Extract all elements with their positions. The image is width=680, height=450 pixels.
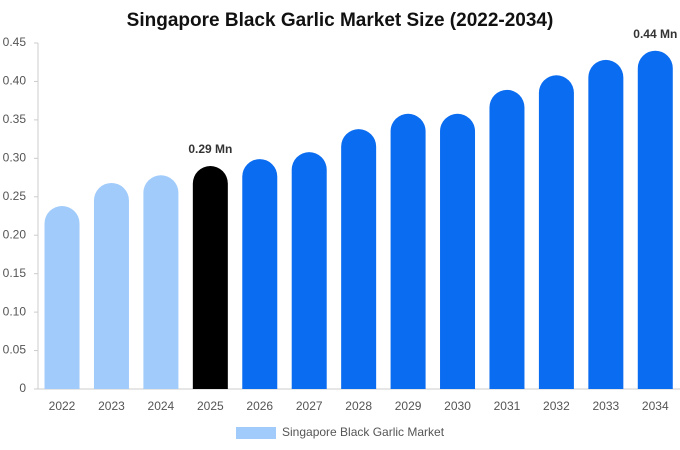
x-tick-label: 2029 xyxy=(395,399,422,413)
bar xyxy=(588,59,624,389)
x-tick-label: 2027 xyxy=(296,399,323,413)
y-tick-label: 0 xyxy=(19,381,26,395)
x-tick-label: 2025 xyxy=(197,399,224,413)
bar xyxy=(637,50,673,389)
x-tick-label: 2023 xyxy=(98,399,125,413)
x-tick-label: 2030 xyxy=(444,399,471,413)
y-tick-label: 0.45 xyxy=(3,35,27,49)
data-label: 0.44 Mn xyxy=(633,27,677,41)
bar xyxy=(93,182,129,389)
x-tick-label: 2031 xyxy=(494,399,521,413)
bar xyxy=(390,113,426,389)
x-tick-label: 2024 xyxy=(148,399,175,413)
bar xyxy=(440,113,476,389)
legend-swatch xyxy=(236,427,276,439)
x-tick-label: 2034 xyxy=(642,399,669,413)
bar xyxy=(489,89,525,389)
y-tick-label: 0.15 xyxy=(3,266,27,280)
y-tick-label: 0.05 xyxy=(3,343,27,357)
chart-title: Singapore Black Garlic Market Size (2022… xyxy=(127,10,554,31)
x-tick-label: 2028 xyxy=(345,399,372,413)
x-tick-label: 2022 xyxy=(49,399,76,413)
bar xyxy=(143,175,179,389)
bar xyxy=(44,206,80,389)
data-label: 0.29 Mn xyxy=(188,142,232,156)
x-tick-label: 2026 xyxy=(246,399,273,413)
y-tick-label: 0.10 xyxy=(3,304,27,318)
y-tick-label: 0.35 xyxy=(3,112,27,126)
bar xyxy=(538,75,574,389)
y-tick-label: 0.20 xyxy=(3,227,27,241)
y-tick-label: 0.30 xyxy=(3,151,27,165)
bar xyxy=(341,129,377,390)
legend-label: Singapore Black Garlic Market xyxy=(282,425,445,439)
bar xyxy=(192,166,228,389)
x-tick-label: 2032 xyxy=(543,399,570,413)
x-tick-label: 2033 xyxy=(592,399,619,413)
bar xyxy=(242,159,278,389)
y-tick-label: 0.40 xyxy=(3,74,27,88)
y-tick-label: 0.25 xyxy=(3,189,27,203)
bar xyxy=(291,152,327,389)
